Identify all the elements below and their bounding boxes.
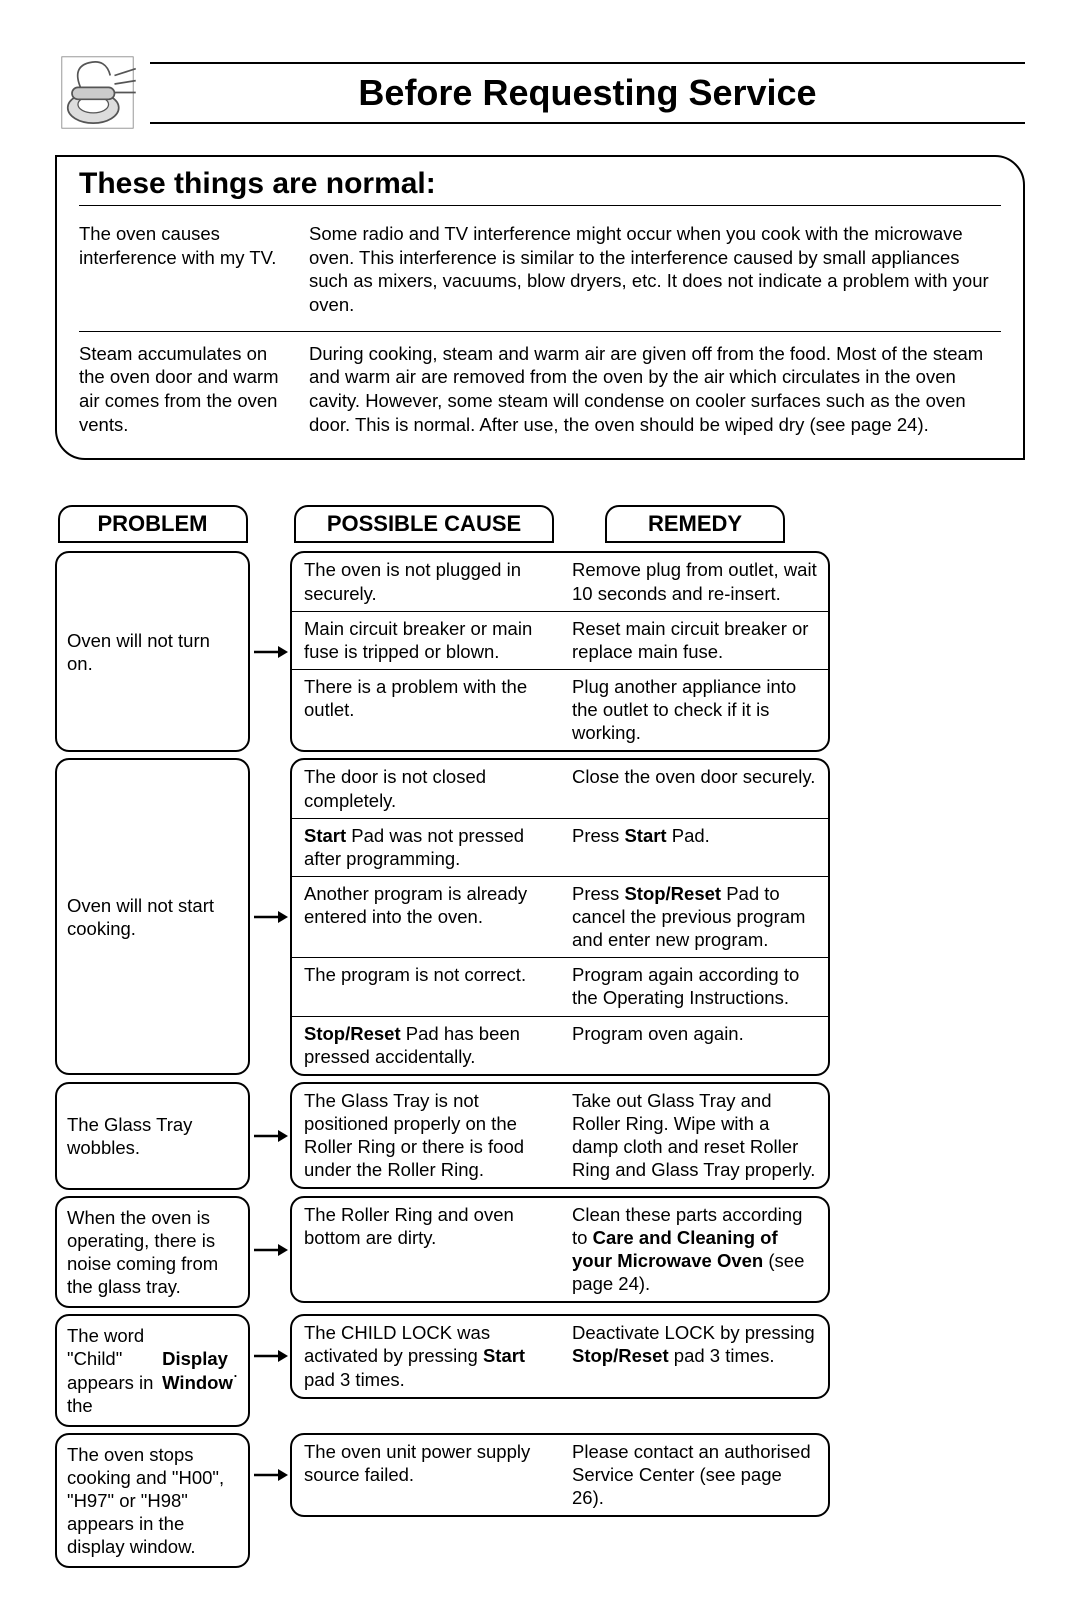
cause-remedy-box: The oven unit power supply source failed… (290, 1433, 830, 1517)
normal-heading: These things are normal: (79, 167, 1001, 206)
cause-remedy-box: The CHILD LOCK was activated by pressing… (290, 1314, 830, 1398)
page-title: Before Requesting Service (150, 62, 1025, 124)
cause-remedy-box: The Roller Ring and oven bottom are dirt… (290, 1196, 830, 1304)
arrow-icon (250, 1433, 290, 1517)
normal-things-box: These things are normal: The oven causes… (55, 155, 1025, 460)
cause-remedy-row: The Glass Tray is not positioned properl… (292, 1084, 828, 1188)
cause-remedy-row: Main circuit breaker or main fuse is tri… (292, 611, 828, 669)
arrow-icon (250, 1314, 290, 1398)
column-headers: PROBLEM POSSIBLE CAUSE REMEDY (55, 505, 1025, 543)
cause-cell: Stop/Reset Pad has been pressed accident… (292, 1017, 560, 1074)
problem-box: Oven will not turn on. (55, 551, 250, 752)
remedy-cell: Press Stop/Reset Pad to cancel the previ… (560, 877, 828, 957)
cause-remedy-row: The Roller Ring and oven bottom are dirt… (292, 1198, 828, 1302)
cause-cell: Main circuit breaker or main fuse is tri… (292, 612, 560, 669)
remedy-cell: Deactivate LOCK by pressing Stop/Reset p… (560, 1316, 828, 1396)
cause-remedy-row: Start Pad was not pressed after programm… (292, 818, 828, 876)
arrow-icon (250, 551, 290, 752)
problem-box: Oven will not start cooking. (55, 758, 250, 1075)
remedy-cell: Please contact an authorised Service Cen… (560, 1435, 828, 1515)
arrow-icon (250, 1196, 290, 1304)
cause-remedy-row: The door is not closed completely.Close … (292, 760, 828, 817)
normal-label: Steam accumulates on the oven door and w… (79, 342, 279, 437)
remedy-cell: Reset main circuit breaker or replace ma… (560, 612, 828, 669)
page-header: Before Requesting Service (55, 50, 1025, 135)
remedy-cell: Close the oven door securely. (560, 760, 828, 817)
normal-row: Steam accumulates on the oven door and w… (79, 331, 1001, 443)
cause-cell: The Glass Tray is not positioned properl… (292, 1084, 560, 1188)
cause-remedy-row: The program is not correct.Program again… (292, 957, 828, 1015)
problem-box: The Glass Tray wobbles. (55, 1082, 250, 1190)
cause-remedy-box: The oven is not plugged in securely.Remo… (290, 551, 830, 752)
remedy-cell: Remove plug from outlet, wait 10 seconds… (560, 553, 828, 610)
cause-cell: The oven is not plugged in securely. (292, 553, 560, 610)
normal-label: The oven causes interference with my TV. (79, 222, 279, 317)
cause-remedy-row: The CHILD LOCK was activated by pressing… (292, 1316, 828, 1396)
cause-remedy-box: The Glass Tray is not positioned properl… (290, 1082, 830, 1190)
normal-row: The oven causes interference with my TV.… (79, 216, 1001, 323)
cause-remedy-row: Another program is already entered into … (292, 876, 828, 957)
problem-box: The oven stops cooking and "H00", "H97" … (55, 1433, 250, 1569)
cause-cell: The Roller Ring and oven bottom are dirt… (292, 1198, 560, 1302)
cause-cell: The CHILD LOCK was activated by pressing… (292, 1316, 560, 1396)
problem-box: The word "Child" appears in the Display … (55, 1314, 250, 1427)
troubleshooting-grid: Oven will not turn on. The oven is not pl… (55, 551, 1025, 1568)
remedy-cell: Plug another appliance into the outlet t… (560, 670, 828, 750)
normal-desc: During cooking, steam and warm air are g… (309, 342, 1001, 437)
cause-cell: Start Pad was not pressed after programm… (292, 819, 560, 876)
cause-remedy-row: There is a problem with the outlet.Plug … (292, 669, 828, 750)
remedy-cell: Take out Glass Tray and Roller Ring. Wip… (560, 1084, 828, 1188)
arrow-icon (250, 758, 290, 1075)
cause-remedy-row: The oven unit power supply source failed… (292, 1435, 828, 1515)
cause-remedy-row: Stop/Reset Pad has been pressed accident… (292, 1016, 828, 1074)
header-problem: PROBLEM (58, 505, 248, 543)
cause-cell: Another program is already entered into … (292, 877, 560, 957)
header-cause: POSSIBLE CAUSE (294, 505, 554, 543)
remedy-cell: Clean these parts according to Care and … (560, 1198, 828, 1302)
cause-cell: The program is not correct. (292, 958, 560, 1015)
remedy-cell: Press Start Pad. (560, 819, 828, 876)
remedy-cell: Program oven again. (560, 1017, 828, 1074)
problem-box: When the oven is operating, there is noi… (55, 1196, 250, 1309)
telephone-icon (55, 50, 140, 135)
remedy-cell: Program again according to the Operating… (560, 958, 828, 1015)
arrow-icon (250, 1082, 290, 1190)
normal-desc: Some radio and TV interference might occ… (309, 222, 1001, 317)
header-remedy: REMEDY (605, 505, 785, 543)
cause-cell: The oven unit power supply source failed… (292, 1435, 560, 1515)
cause-remedy-box: The door is not closed completely.Close … (290, 758, 830, 1075)
cause-remedy-row: The oven is not plugged in securely.Remo… (292, 553, 828, 610)
cause-cell: The door is not closed completely. (292, 760, 560, 817)
cause-cell: There is a problem with the outlet. (292, 670, 560, 750)
